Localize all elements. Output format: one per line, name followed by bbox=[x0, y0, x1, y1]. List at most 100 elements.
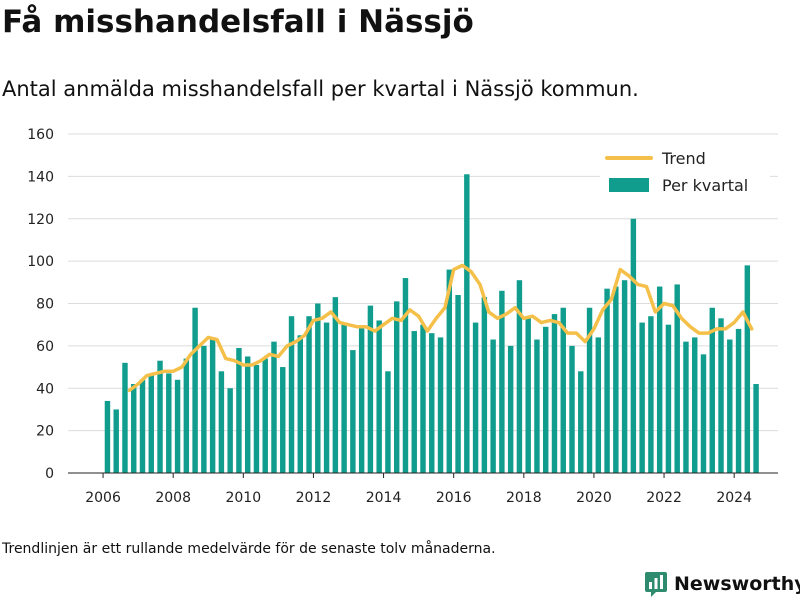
footnote: Trendlinjen är ett rullande medelvärde f… bbox=[2, 541, 496, 557]
bar bbox=[297, 335, 304, 473]
bar bbox=[613, 286, 619, 473]
bar bbox=[332, 297, 339, 473]
bar bbox=[709, 307, 715, 473]
bar bbox=[288, 316, 295, 473]
bar bbox=[104, 400, 111, 473]
x-tick-label: 2020 bbox=[576, 490, 612, 506]
bar bbox=[665, 324, 672, 473]
bar bbox=[569, 345, 575, 473]
brand: Newsworthy bbox=[644, 569, 800, 599]
legend-bar-label: Per kvartal bbox=[662, 176, 748, 195]
bar bbox=[464, 174, 470, 473]
bar bbox=[280, 367, 286, 473]
x-tick-label: 2016 bbox=[436, 490, 472, 506]
bar bbox=[481, 297, 488, 473]
bar bbox=[551, 314, 558, 473]
bar bbox=[656, 286, 663, 473]
legend-trend-label: Trend bbox=[661, 149, 706, 168]
bar bbox=[700, 354, 707, 473]
bar bbox=[367, 305, 374, 473]
bar bbox=[621, 280, 628, 473]
bar bbox=[490, 339, 496, 473]
y-tick-label: 140 bbox=[27, 169, 54, 185]
bar bbox=[472, 322, 479, 473]
bar-chart: 0 20 40 60 80 100 120 140 160 2006 2008 2010 2012 201… bbox=[27, 127, 778, 506]
bar bbox=[271, 341, 277, 473]
y-tick-label: 100 bbox=[27, 254, 54, 270]
bar bbox=[630, 218, 637, 473]
bar bbox=[393, 301, 400, 473]
bar bbox=[166, 373, 172, 473]
y-tick-label: 160 bbox=[27, 127, 54, 143]
bar bbox=[244, 356, 251, 473]
bar bbox=[674, 284, 680, 473]
bar bbox=[753, 384, 759, 473]
newsworthy-logo-icon bbox=[645, 572, 667, 597]
bar bbox=[341, 322, 347, 473]
bar bbox=[227, 388, 233, 473]
bar bbox=[586, 307, 593, 473]
bar bbox=[692, 337, 698, 473]
bar bbox=[683, 341, 689, 473]
bar bbox=[157, 360, 163, 473]
bar bbox=[122, 362, 128, 473]
bar bbox=[113, 409, 119, 473]
bar bbox=[139, 379, 146, 473]
bar bbox=[315, 303, 321, 473]
bar bbox=[718, 318, 724, 473]
trend-series bbox=[127, 263, 754, 393]
x-tick-label: 2010 bbox=[225, 490, 261, 506]
bar bbox=[376, 320, 382, 473]
bar bbox=[735, 328, 742, 473]
bar bbox=[201, 345, 207, 473]
bar bbox=[542, 326, 549, 473]
bar bbox=[595, 337, 602, 473]
trend-line bbox=[127, 263, 754, 393]
bar-series bbox=[104, 174, 759, 473]
legend: Trend Per kvartal bbox=[600, 145, 770, 203]
bar bbox=[253, 364, 260, 473]
y-tick-label: 40 bbox=[36, 381, 54, 397]
x-tick-label: 2018 bbox=[506, 490, 542, 506]
bar bbox=[499, 290, 505, 473]
legend-background bbox=[600, 145, 770, 203]
bar bbox=[525, 318, 531, 473]
y-tick-label: 20 bbox=[36, 424, 54, 440]
bar bbox=[604, 288, 610, 473]
brand-name: Newsworthy bbox=[674, 573, 800, 595]
y-tick-label: 120 bbox=[27, 212, 54, 228]
bar bbox=[174, 379, 181, 473]
bar bbox=[727, 339, 733, 473]
bar bbox=[420, 324, 426, 473]
bar bbox=[402, 278, 409, 473]
bar bbox=[192, 307, 198, 473]
bar bbox=[131, 384, 137, 473]
bar bbox=[236, 347, 242, 473]
bar bbox=[411, 331, 417, 473]
bar bbox=[358, 326, 365, 473]
bar bbox=[578, 371, 584, 473]
legend-bar-swatch bbox=[609, 178, 649, 192]
bar bbox=[534, 339, 540, 473]
bar bbox=[148, 373, 154, 473]
bar bbox=[262, 358, 268, 473]
bar bbox=[516, 280, 523, 473]
bar bbox=[437, 337, 444, 473]
bar bbox=[560, 307, 566, 473]
y-tick-label: 0 bbox=[45, 466, 54, 482]
bar bbox=[323, 322, 330, 473]
bar bbox=[429, 333, 435, 473]
bar bbox=[648, 316, 654, 473]
bar bbox=[507, 345, 514, 473]
bar bbox=[446, 269, 453, 473]
x-tick-label: 2008 bbox=[155, 490, 191, 506]
y-tick-label: 60 bbox=[36, 339, 54, 355]
x-tick-label: 2006 bbox=[85, 490, 121, 506]
bar bbox=[350, 350, 356, 473]
bar bbox=[385, 371, 391, 473]
bar bbox=[183, 358, 190, 473]
x-tick-label: 2024 bbox=[716, 490, 752, 506]
x-tick-label: 2012 bbox=[296, 490, 332, 506]
x-tick-label: 2022 bbox=[646, 490, 682, 506]
x-tick-label: 2014 bbox=[366, 490, 402, 506]
